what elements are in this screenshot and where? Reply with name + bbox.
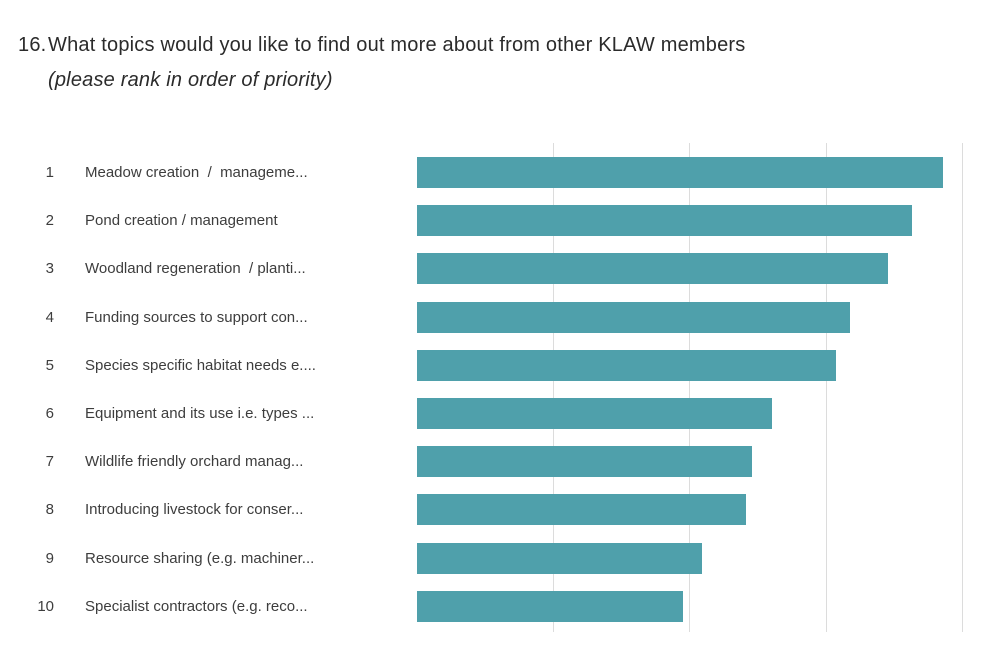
rank-number: 1 [45, 164, 54, 181]
rank-number: 6 [45, 405, 54, 422]
rank-number: 8 [45, 501, 54, 519]
ranking-row: 1 Meadow creation / manageme... [0, 157, 1000, 188]
ranking-bar [417, 446, 753, 478]
rank-number: 3 [45, 260, 54, 278]
gridline [552, 143, 554, 632]
rank-number: 5 [45, 356, 54, 374]
question-subtext: (please rank in order of priority) [48, 69, 333, 91]
item-label: Introducing livestock for conser... [85, 501, 304, 519]
ranking-bar [417, 590, 683, 622]
gridline [689, 143, 690, 632]
item-label: Resource sharing (e.g. machiner... [85, 549, 315, 567]
question-number: 16. [18, 34, 47, 56]
ranking-bar [417, 205, 913, 237]
ranking-bar [417, 542, 702, 574]
ranking-row: 3 Woodland regeneration / planti... [0, 253, 1000, 285]
question-title: 16. What topics would you like to find o… [18, 32, 968, 58]
item-label: Wildlife friendly orchard manag... [85, 453, 304, 471]
ranking-row: 6 Equipment and its use i.e. types ... [0, 398, 1000, 429]
ranking-row: 8 Introducing livestock for conser... [0, 494, 1000, 526]
ranking-row: 5 Species specific habitat needs e.... [0, 349, 1000, 381]
rank-number: 10 [37, 597, 54, 615]
ranking-row: 2 Pond creation / management [0, 205, 1000, 237]
ranking-row: 10 Specialist contractors (e.g. reco... [0, 590, 1000, 622]
item-label: Woodland regeneration / planti... [85, 260, 306, 278]
item-label: Meadow creation / manageme... [85, 164, 308, 181]
rank-number: 4 [45, 308, 54, 326]
chart-plot-area [417, 143, 963, 632]
ranking-bar [417, 253, 889, 285]
question-block: 16. What topics would you like to find o… [18, 32, 968, 93]
item-label: Funding sources to support con... [85, 308, 308, 326]
ranking-bar [417, 494, 747, 526]
item-label: Pond creation / management [85, 212, 278, 230]
ranking-row: 7 Wildlife friendly orchard manag... [0, 446, 1000, 478]
question-text: What topics would you like to find out m… [48, 34, 746, 56]
ranking-bar [417, 157, 943, 188]
item-label: Species specific habitat needs e.... [85, 356, 316, 374]
rank-number: 7 [45, 453, 54, 471]
ranking-bar [417, 301, 850, 333]
ranking-row: 4 Funding sources to support con... [0, 301, 1000, 333]
rank-number: 2 [45, 212, 54, 230]
ranking-row: 9 Resource sharing (e.g. machiner... [0, 542, 1000, 574]
item-label: Equipment and its use i.e. types ... [85, 405, 315, 422]
ranking-bar [417, 349, 836, 381]
rank-number: 9 [45, 549, 54, 567]
item-label: Specialist contractors (e.g. reco... [85, 597, 308, 615]
gridline [825, 143, 827, 632]
ranking-bar [417, 398, 772, 429]
gridline [962, 143, 963, 632]
